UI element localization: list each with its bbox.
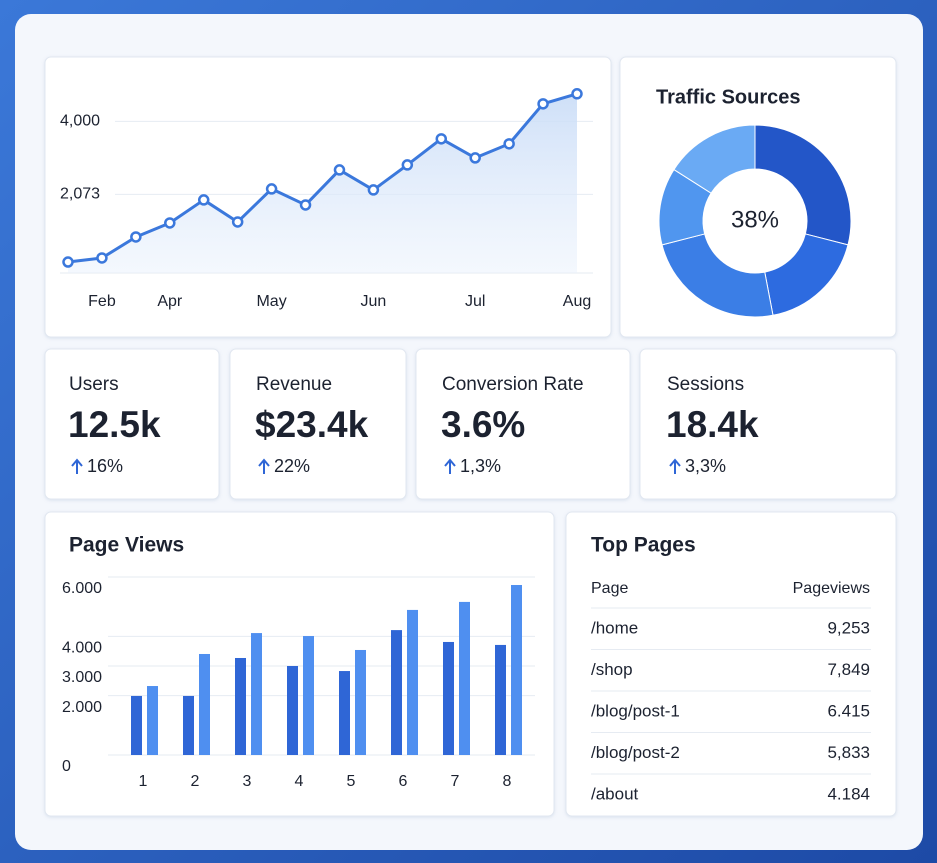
donut-segment bbox=[754, 124, 852, 246]
page-views: 4.184 bbox=[827, 784, 870, 803]
kpi-card bbox=[415, 348, 631, 500]
bar bbox=[443, 641, 454, 755]
kpi-change: 16% bbox=[87, 456, 123, 476]
bar bbox=[391, 630, 402, 755]
area bbox=[68, 93, 577, 273]
up-arrow-icon bbox=[71, 458, 83, 474]
donut-segment bbox=[673, 124, 756, 194]
bar bbox=[251, 633, 262, 755]
point bbox=[537, 98, 549, 110]
table-card bbox=[565, 511, 897, 817]
point bbox=[571, 88, 583, 100]
page-views: 9,253 bbox=[827, 618, 870, 637]
x-tick-label: May bbox=[256, 293, 286, 310]
kpi-label: Revenue bbox=[256, 374, 332, 395]
kpi-value: 3.6% bbox=[441, 404, 525, 445]
bar bbox=[235, 657, 246, 755]
bar-card bbox=[44, 511, 555, 817]
chart-title: Traffic Sources bbox=[656, 86, 801, 108]
bar bbox=[339, 671, 350, 755]
page-path: /blog/post-2 bbox=[591, 743, 680, 762]
y-tick-label: 4,000 bbox=[60, 113, 100, 130]
kpi-change: 3,3% bbox=[685, 456, 726, 476]
x-tick-label: 4 bbox=[295, 773, 304, 790]
x-tick-label: 2 bbox=[191, 773, 200, 790]
kpi-card bbox=[229, 348, 407, 500]
point bbox=[469, 152, 481, 164]
x-tick-label: Aug bbox=[563, 293, 591, 310]
bar bbox=[495, 644, 506, 755]
up-arrow-icon bbox=[669, 458, 681, 474]
point bbox=[367, 184, 380, 196]
point bbox=[197, 194, 210, 206]
kpi-label: Users bbox=[69, 374, 119, 395]
kpi-value: 12.5k bbox=[68, 404, 161, 445]
bar bbox=[407, 609, 418, 755]
point bbox=[130, 231, 142, 243]
x-tick-label: Apr bbox=[157, 293, 183, 310]
page-views: 5,833 bbox=[827, 743, 870, 762]
kpi-card bbox=[44, 348, 220, 500]
kpi-value: $23.4k bbox=[255, 404, 369, 445]
bar bbox=[459, 601, 470, 755]
kpi-label: Conversion Rate bbox=[442, 374, 584, 395]
y-tick-label: 2.000 bbox=[62, 699, 102, 716]
center-label: 38% bbox=[731, 206, 779, 233]
x-tick-label: Feb bbox=[88, 293, 116, 310]
x-tick-label: 7 bbox=[451, 773, 460, 790]
x-tick-label: Jun bbox=[361, 293, 387, 310]
point bbox=[231, 216, 244, 228]
x-tick-label: Jul bbox=[465, 293, 485, 310]
point bbox=[62, 256, 74, 268]
column-header: Page bbox=[591, 580, 628, 597]
point bbox=[96, 252, 108, 264]
line bbox=[67, 92, 578, 264]
page-path: /blog/post-1 bbox=[591, 701, 680, 720]
point bbox=[299, 199, 312, 211]
kpi-card bbox=[639, 348, 897, 500]
bar bbox=[147, 686, 158, 755]
point bbox=[333, 164, 346, 176]
page-views: 6.415 bbox=[827, 701, 870, 720]
x-tick-label: 5 bbox=[347, 773, 356, 790]
chart-title: Page Views bbox=[69, 534, 184, 557]
y-tick-label: 2,073 bbox=[60, 186, 100, 203]
x-tick-label: 8 bbox=[503, 773, 512, 790]
y-tick-label: 3.000 bbox=[62, 669, 102, 686]
x-tick-label: 6 bbox=[399, 773, 408, 790]
page-views: 7,849 bbox=[827, 660, 870, 679]
bar bbox=[183, 695, 194, 755]
table-title: Top Pages bbox=[591, 534, 696, 557]
kpi-label: Sessions bbox=[667, 374, 744, 395]
point bbox=[265, 183, 278, 195]
kpi-change: 1,3% bbox=[460, 456, 501, 476]
bar bbox=[511, 585, 522, 755]
page-path: /about bbox=[591, 784, 639, 803]
point bbox=[503, 138, 515, 150]
y-tick-label: 4.000 bbox=[62, 640, 102, 657]
x-tick-label: 1 bbox=[139, 773, 148, 790]
point bbox=[435, 133, 448, 145]
column-header: Pageviews bbox=[793, 580, 870, 597]
point bbox=[401, 159, 414, 171]
bar bbox=[355, 649, 366, 755]
x-tick-label: 3 bbox=[243, 773, 252, 790]
bar bbox=[131, 695, 142, 755]
kpi-change: 22% bbox=[274, 456, 310, 476]
bar bbox=[287, 666, 298, 755]
up-arrow-icon bbox=[444, 458, 456, 474]
y-tick-label: 6.000 bbox=[62, 580, 102, 597]
y-tick-label: 0 bbox=[62, 758, 71, 775]
page-path: /shop bbox=[591, 660, 633, 679]
kpi-value: 18.4k bbox=[666, 404, 759, 445]
point bbox=[164, 217, 176, 229]
up-arrow-icon bbox=[258, 458, 270, 474]
bar bbox=[303, 636, 314, 755]
bar bbox=[199, 653, 210, 755]
page-path: /home bbox=[591, 618, 638, 637]
